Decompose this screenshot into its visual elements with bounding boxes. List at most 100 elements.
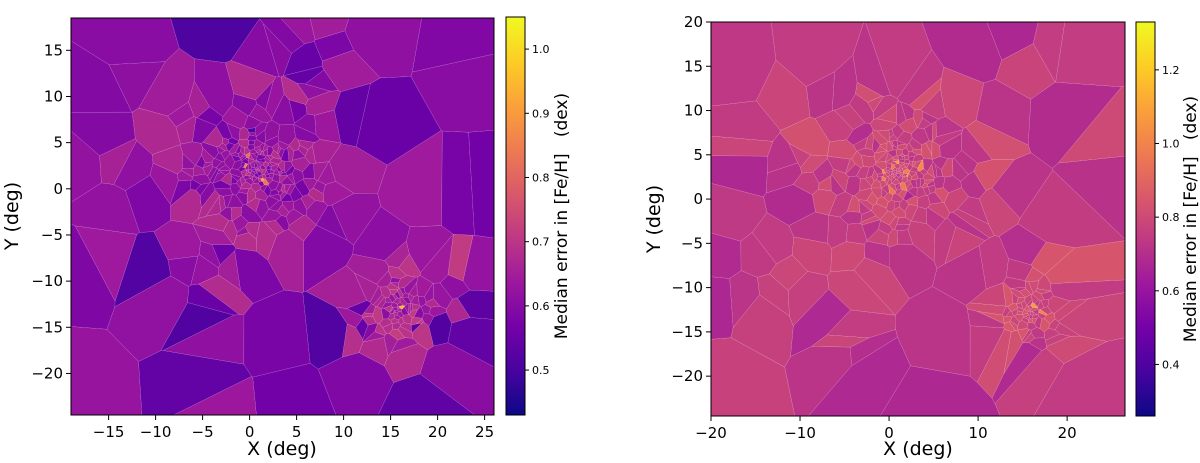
voronoi-cell <box>256 220 277 261</box>
voronoi-cell <box>865 22 933 99</box>
voronoi-cell <box>265 195 280 210</box>
voronoi-cell <box>264 156 271 164</box>
voronoi-cell <box>895 148 903 157</box>
voronoi-cell <box>248 175 254 181</box>
x-tick-label: −15 <box>93 423 125 441</box>
y-tick-label: −5 <box>681 234 703 252</box>
voronoi-cell <box>222 137 230 146</box>
voronoi-cell <box>885 176 890 186</box>
voronoi-cell <box>919 168 928 176</box>
y-tick-label: 10 <box>44 87 63 105</box>
voronoi-cell <box>259 18 305 54</box>
voronoi-cell <box>901 176 909 184</box>
voronoi-cell <box>216 169 223 175</box>
voronoi-cell <box>899 198 909 212</box>
voronoi-cell <box>920 88 946 120</box>
voronoi-cell <box>249 172 255 177</box>
voronoi-cell <box>892 171 897 175</box>
voronoi-cell <box>240 146 245 155</box>
voronoi-cell <box>814 110 854 143</box>
voronoi-cell <box>852 22 891 97</box>
colorbar-tick-label: 0.5 <box>532 364 550 377</box>
voronoi-cell <box>255 80 274 111</box>
voronoi-cell <box>236 226 249 237</box>
voronoi-cell <box>256 158 266 163</box>
voronoi-cell <box>225 142 236 152</box>
voronoi-cell <box>71 130 102 203</box>
x-tick-label: 20 <box>428 423 447 441</box>
voronoi-cell <box>244 178 254 186</box>
voronoi-cell <box>1031 314 1039 319</box>
voronoi-cell <box>240 168 247 178</box>
voronoi-cell <box>239 153 247 161</box>
axes-ticks-2: −20 −10 0 10 20 −20 −15 −10 −5 0 5 10 15 20 <box>671 13 1076 442</box>
voronoi-cell <box>265 76 285 119</box>
y-tick-label: −20 <box>31 364 63 382</box>
voronoi-cell <box>316 204 348 241</box>
colorbar-tick-label: 0.4 <box>1162 358 1180 371</box>
voronoi-cell <box>1005 310 1014 318</box>
voronoi-cell <box>418 295 427 307</box>
voronoi-cell <box>1025 314 1030 319</box>
voronoi-cell <box>890 173 895 178</box>
voronoi-cell <box>113 140 154 191</box>
voronoi-cell <box>874 161 887 170</box>
colorbar-tick-label: 1.0 <box>1162 138 1180 151</box>
voronoi-cell <box>293 113 317 136</box>
voronoi-cell <box>904 204 919 222</box>
voronoi-cell <box>245 169 250 173</box>
voronoi-cell <box>71 18 180 65</box>
y-tick-label: 5 <box>693 146 703 164</box>
voronoi-cell <box>358 337 389 367</box>
voronoi-cell <box>899 174 903 178</box>
voronoi-cell <box>292 149 306 161</box>
voronoi-cell <box>861 219 881 241</box>
voronoi-cell <box>916 186 927 199</box>
voronoi-cell <box>904 180 912 189</box>
voronoi-cell <box>812 188 837 216</box>
voronoi-cell <box>388 328 406 341</box>
x-tick-label: −10 <box>784 424 816 442</box>
voronoi-cell <box>975 79 1032 146</box>
voronoi-cell <box>216 146 226 154</box>
voronoi-cell <box>864 240 890 268</box>
voronoi-cell <box>966 308 1005 329</box>
x-tick-label: −5 <box>192 423 214 441</box>
axes-frame-2 <box>710 21 1126 417</box>
voronoi-cell <box>855 82 883 103</box>
voronoi-cell <box>1028 337 1047 351</box>
voronoi-cell <box>1035 288 1052 295</box>
voronoi-cell <box>917 117 933 129</box>
voronoi-cell <box>248 140 255 145</box>
voronoi-cell <box>408 302 412 315</box>
x-tick-label: 10 <box>969 424 988 442</box>
voronoi-cell <box>1022 316 1031 320</box>
voronoi-cell <box>275 215 290 232</box>
voronoi-cell <box>880 184 890 194</box>
voronoi-cell <box>410 317 423 326</box>
voronoi-cell <box>1028 280 1040 294</box>
x-tick-label: −10 <box>140 423 172 441</box>
voronoi-cell <box>393 314 402 321</box>
voronoi-cell <box>711 22 777 107</box>
voronoi-cell <box>71 326 143 415</box>
voronoi-cell <box>711 276 734 340</box>
voronoi-cell <box>286 183 296 196</box>
voronoi-cell <box>153 220 201 260</box>
voronoi-cell <box>810 334 870 348</box>
voronoi-cell <box>230 173 243 182</box>
x-tick-label: 20 <box>1058 424 1077 442</box>
colorbar-2: 0.4 0.6 0.8 1.0 1.2 Median error in [Fe/H] (… <box>1135 21 1200 417</box>
voronoi-cell <box>911 172 919 181</box>
voronoi-cell <box>922 172 936 181</box>
voronoi-cell <box>881 176 887 182</box>
voronoi-cell <box>1055 22 1125 88</box>
voronoi-cell <box>876 175 883 182</box>
voronoi-cell <box>1003 321 1016 332</box>
voronoi-cell <box>250 182 262 193</box>
voronoi-cell <box>457 289 494 320</box>
voronoi-cell <box>235 191 248 206</box>
voronoi-cell <box>392 309 397 314</box>
voronoi-cell <box>74 225 138 302</box>
